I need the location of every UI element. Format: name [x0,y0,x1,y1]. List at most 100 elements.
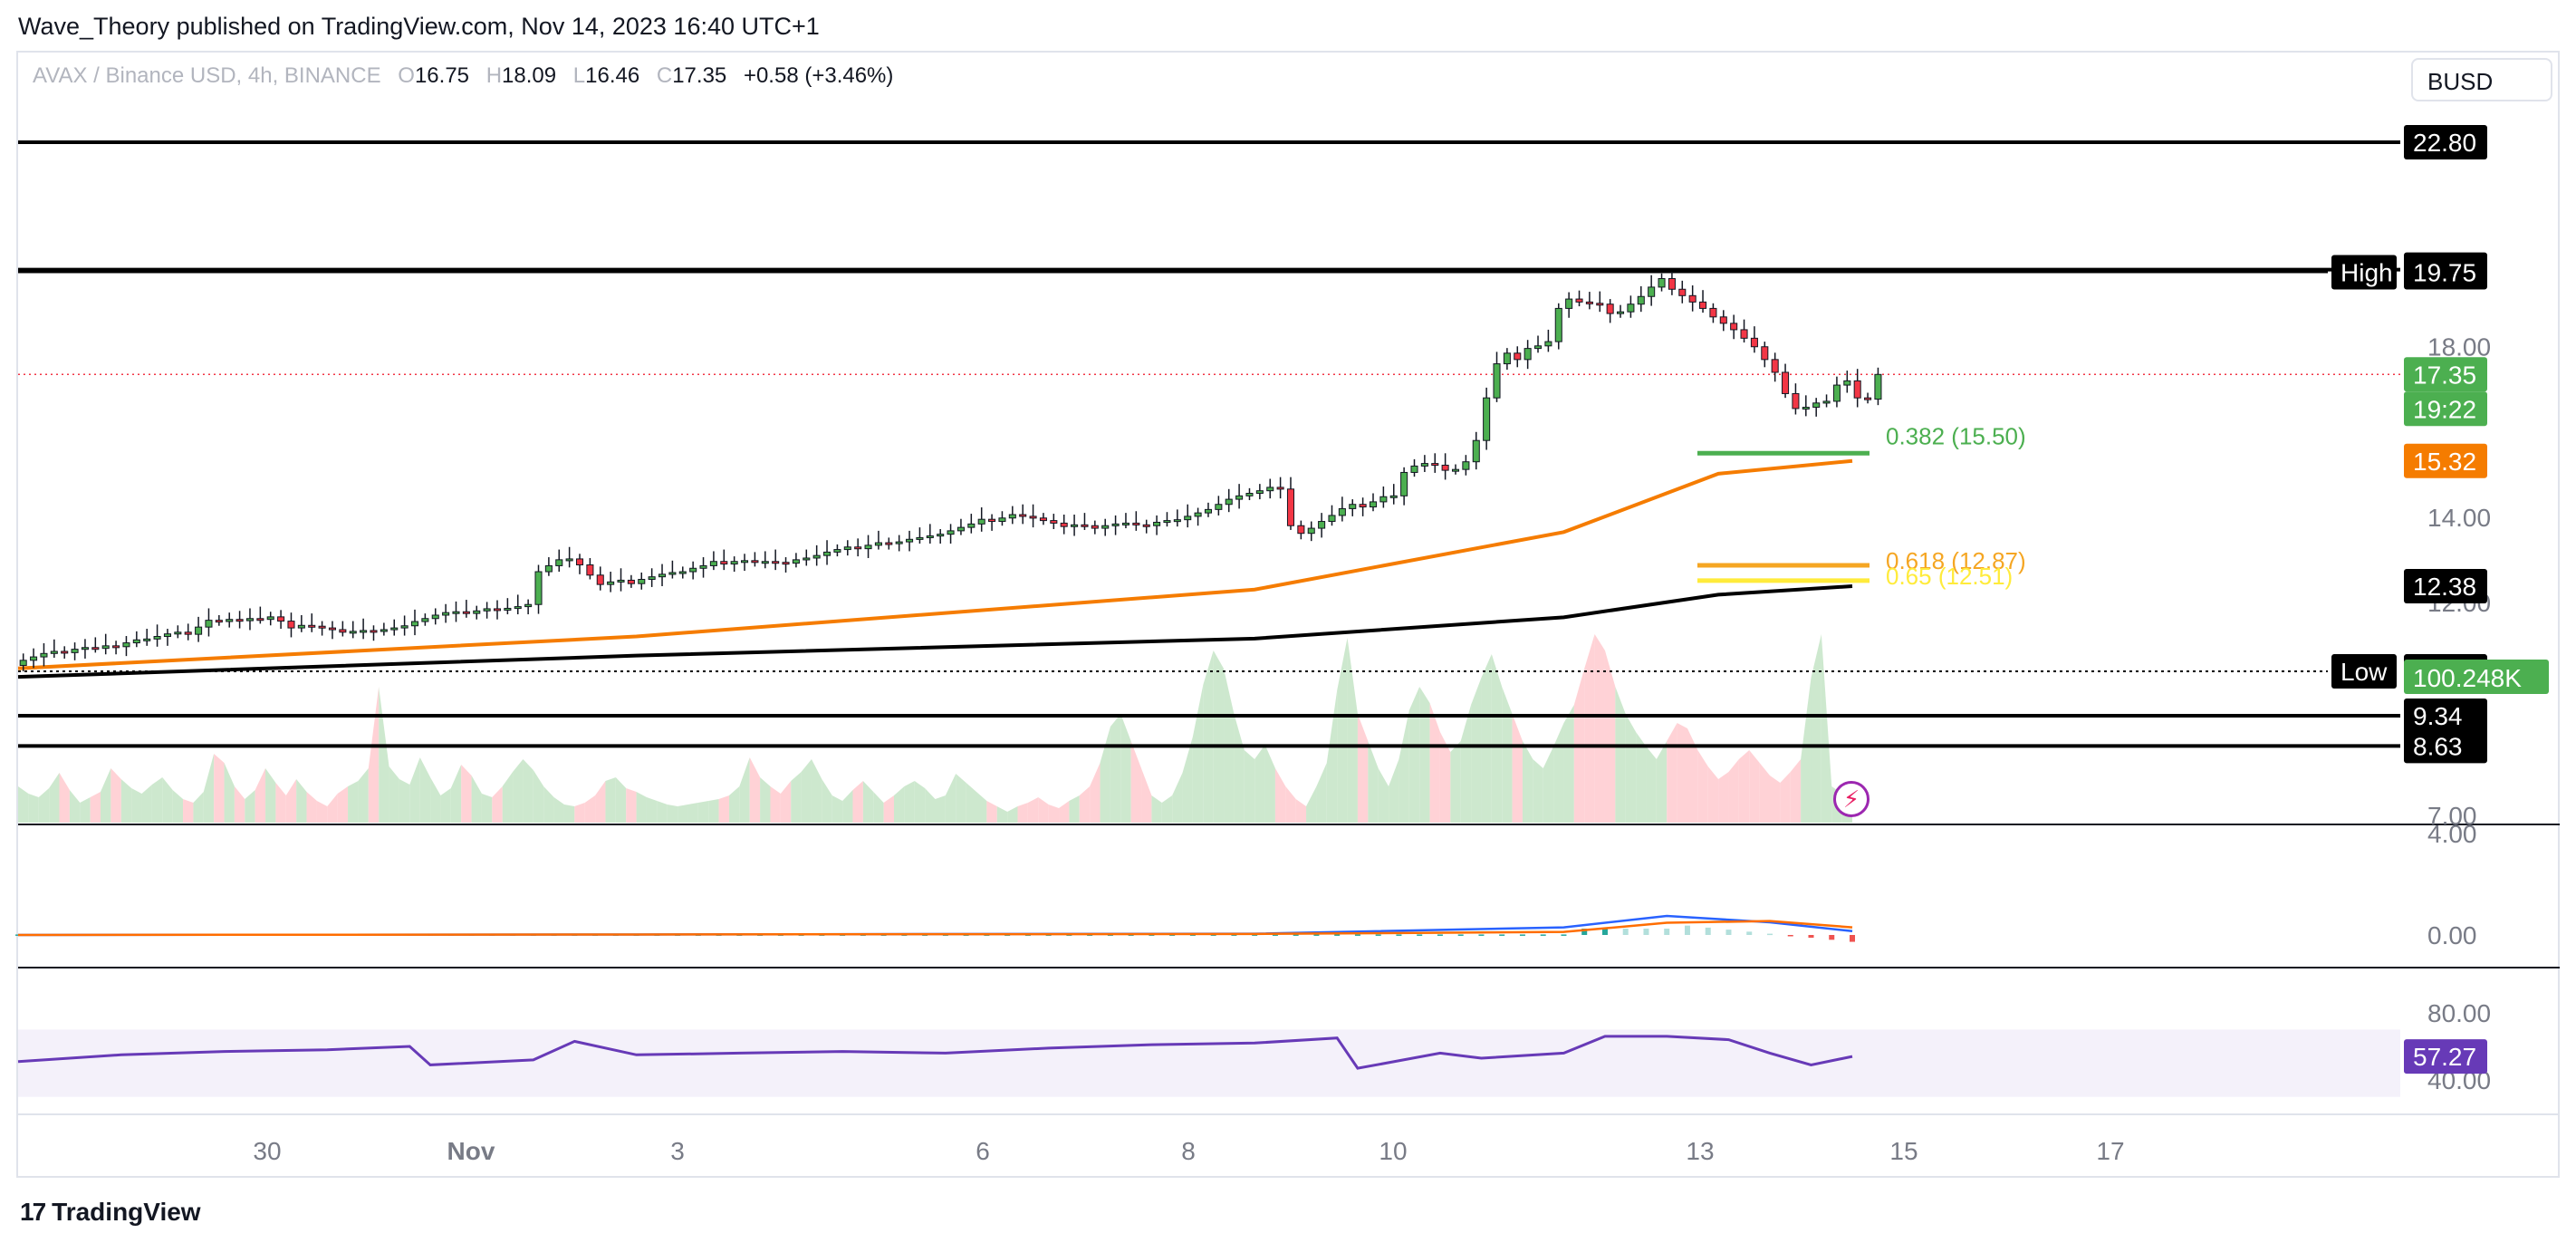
candle-body [1173,519,1181,523]
candle-body [1121,522,1129,525]
x-tick-label: 30 [253,1137,281,1165]
candle-body [648,576,656,580]
candle-body [772,561,780,564]
volume-segment [1512,714,1523,823]
candle-body [947,530,955,535]
volume-segment [1491,654,1503,823]
candle-body [1688,294,1697,303]
candle-body [101,645,110,650]
candle-body [1493,363,1501,399]
candle-body [1431,463,1439,467]
volume-segment [780,781,792,823]
volume-segment [1079,786,1091,823]
volume-segment [1038,797,1049,823]
price-badge-bg [2404,569,2487,604]
volume-segment [28,794,39,823]
volume-segment [687,803,698,823]
rsi-line [17,1035,1853,1070]
volume-segment [1120,714,1131,823]
candle-body [1235,495,1244,500]
tradingview-footer[interactable]: 17 TradingView [20,1198,201,1227]
volume-segment [1429,703,1440,823]
candle-body [1050,520,1058,524]
volume-segment [90,792,101,823]
symbol-name[interactable]: AVAX / Binance USD, 4h, BINANCE [33,63,381,88]
candle-body [1730,323,1738,331]
volume-segment [203,754,215,823]
volume-segment [120,779,132,823]
volume-segment [1192,685,1204,823]
volume-segment [1151,795,1162,823]
price-tick-label: 14.00 [2427,504,2491,532]
lightning-icon[interactable]: ⚡ [1833,781,1870,817]
volume-segment [1048,805,1060,823]
volume-segment [1636,732,1647,823]
candle-body [349,631,357,634]
candle-body [1843,380,1851,386]
candle-body [1648,286,1656,297]
candle-body [544,564,553,573]
volume-segment [1347,638,1358,823]
volume-segment [59,773,70,823]
candle-body [1451,468,1460,472]
publisher-line: Wave_Theory published on TradingView.com… [18,13,820,40]
candle-body [812,554,821,559]
macd-histogram-bar [1725,930,1732,935]
volume-segment [1553,723,1564,823]
macd-histogram-bar [1231,934,1237,936]
volume-segment [1254,745,1265,823]
volume-segment [1780,772,1791,823]
candle-body [1184,516,1192,521]
volume-segment [1130,741,1142,823]
candle-body [1441,464,1449,471]
candle-body [195,626,203,635]
currency-button[interactable]: BUSD [2411,58,2552,101]
candle-body [741,560,749,564]
volume-segment [1161,795,1173,823]
volume-segment [563,805,575,823]
macd-histogram-bar [1684,925,1690,935]
volume-segment [852,781,863,823]
volume-segment [1110,714,1121,823]
price-tick-label: 18.00 [2427,333,2491,361]
rsi-value-badge-bg [2404,1039,2487,1074]
candle-body [709,561,717,566]
candle-body [1142,524,1150,527]
volume-segment [450,765,462,823]
volume-segment [842,790,853,823]
volume-badge-label: 100.248K [2413,664,2522,692]
macd-histogram-bar [1829,935,1835,940]
ema-50-line [17,458,1853,670]
candle-body [1802,407,1810,410]
candle-body [1101,525,1110,529]
macd-histogram-bar [15,934,21,936]
candle-body [1637,295,1645,305]
candle-body [1709,307,1717,318]
candle-body [256,618,264,622]
volume-segment [461,765,472,823]
volume-segment [925,788,936,823]
candle-body [226,619,234,622]
volume-segment [492,786,503,823]
volume-segment [1728,759,1739,823]
volume-segment [822,779,832,823]
volume-segment [430,777,441,823]
candle-body [421,618,429,622]
volume-segment [1017,803,1028,823]
high-low-tag-label: Low [2341,658,2388,686]
candle-body [1328,515,1336,523]
candle-body [504,607,512,611]
volume-segment [1399,710,1409,823]
x-tick-label: 3 [670,1137,685,1165]
candle-body [30,656,38,661]
candle-body [1822,400,1831,404]
volume-segment [111,768,121,823]
volume-segment [481,794,493,823]
fib-level-label: 0.382 (15.50) [1886,422,2026,449]
volume-segment [945,774,956,823]
candle-body [1194,512,1202,517]
candle-body [50,650,58,654]
volume-segment [502,772,514,823]
price-badge-label: 15.32 [2413,448,2476,476]
